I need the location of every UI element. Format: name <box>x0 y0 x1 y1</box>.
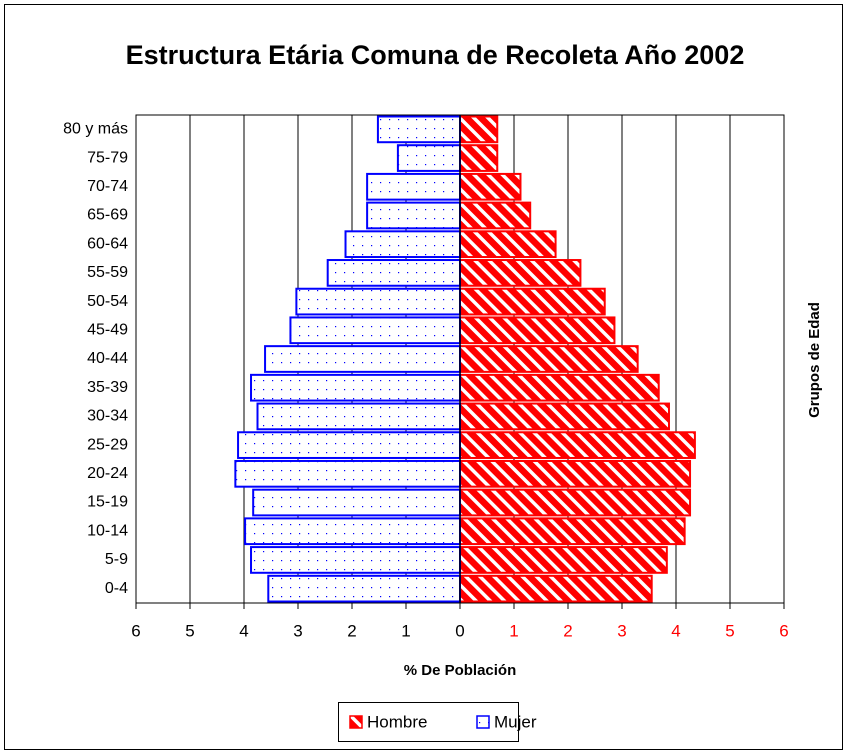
bar <box>459 345 639 373</box>
x-tick-label: 0 <box>455 621 464 640</box>
bar <box>234 459 461 488</box>
y-tick-label: 30-34 <box>87 408 128 425</box>
y-tick-label: 20-24 <box>87 465 128 482</box>
legend-swatch <box>349 715 363 729</box>
bar <box>237 431 461 459</box>
y-tick-label: 65-69 <box>87 207 128 224</box>
y-tick-label: 70-74 <box>87 178 128 195</box>
y-tick-label: 80 y más <box>63 121 128 138</box>
y-tick-label: 35-39 <box>87 379 128 396</box>
y-tick-label: 25-29 <box>87 436 128 453</box>
x-tick-label: 5 <box>725 621 734 640</box>
bar <box>459 402 670 431</box>
legend-box <box>338 702 519 742</box>
y-tick-label: 55-59 <box>87 264 128 281</box>
bar <box>459 373 660 402</box>
x-tick-label: 5 <box>185 621 194 640</box>
bar <box>252 488 461 517</box>
bar <box>459 115 499 144</box>
y-tick-label: 45-49 <box>87 322 128 339</box>
legend-label: Hombre <box>367 712 427 731</box>
y-axis-label: Grupos de Edad <box>806 302 823 418</box>
bar <box>459 488 692 517</box>
bar <box>459 459 692 488</box>
x-axis-label: % De Población <box>404 662 517 679</box>
bar <box>250 373 461 402</box>
x-tick-label: 2 <box>563 621 572 640</box>
bar <box>459 431 696 459</box>
bar <box>264 345 461 373</box>
bar <box>344 230 461 259</box>
bar <box>459 517 686 546</box>
bar <box>250 546 461 574</box>
y-tick-label: 0-4 <box>105 580 128 597</box>
x-tick-label: 1 <box>401 621 410 640</box>
x-tick-label: 4 <box>239 621 248 640</box>
y-tick-label: 50-54 <box>87 293 128 310</box>
y-tick-label: 75-79 <box>87 149 128 166</box>
bar <box>459 201 532 230</box>
y-tick-label: 5-9 <box>105 551 128 568</box>
bar <box>396 144 461 172</box>
bar <box>295 287 461 316</box>
y-tick-label: 15-19 <box>87 494 128 511</box>
bar <box>326 259 462 287</box>
x-tick-label: 2 <box>347 621 356 640</box>
bar <box>459 574 653 603</box>
bar <box>459 144 499 172</box>
legend-label: Mujer <box>494 712 537 731</box>
bar <box>459 316 616 345</box>
bar <box>267 574 461 603</box>
x-tick-label: 3 <box>293 621 302 640</box>
x-tick-label: 6 <box>131 621 140 640</box>
x-tick-label: 6 <box>779 621 788 640</box>
chart-title: Estructura Etária Comuna de Recoleta Año… <box>125 40 745 70</box>
bar <box>376 115 462 144</box>
bar <box>459 230 557 259</box>
x-tick-label: 3 <box>617 621 626 640</box>
bar <box>366 172 461 201</box>
y-tick-label: 40-44 <box>87 350 128 367</box>
bar <box>256 402 461 431</box>
bar <box>459 259 582 287</box>
bar <box>459 287 606 316</box>
y-tick-label: 10-14 <box>87 522 128 539</box>
y-tick-label: 60-64 <box>87 235 128 252</box>
bar <box>459 172 522 201</box>
bar <box>366 201 461 230</box>
bar <box>244 517 461 546</box>
x-tick-label: 1 <box>509 621 518 640</box>
bar <box>289 316 461 345</box>
legend-swatch <box>476 715 490 729</box>
x-tick-label: 4 <box>671 621 680 640</box>
bar <box>459 546 668 574</box>
